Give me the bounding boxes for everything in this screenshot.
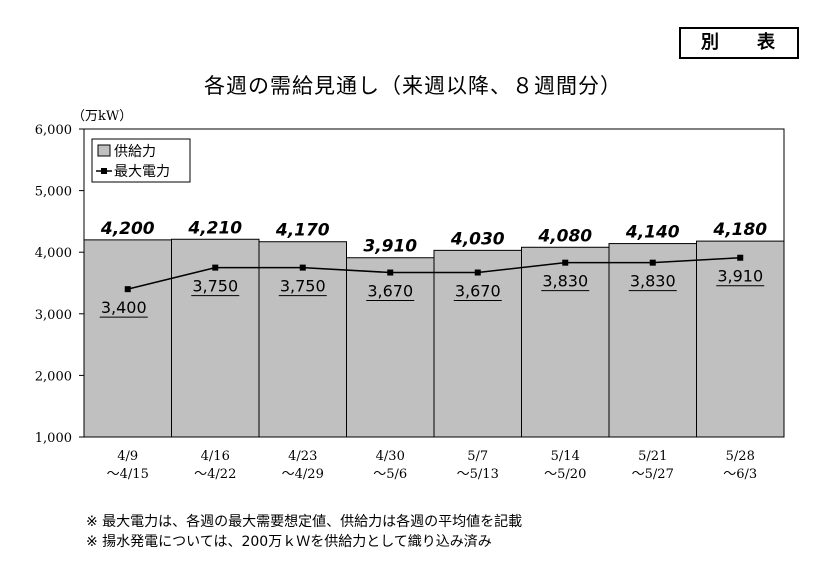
max-demand-value-label: 3,400 [101, 298, 147, 317]
max-demand-value-label: 3,750 [280, 277, 326, 296]
x-tick-label: ～5/13 [457, 467, 499, 482]
legend-marker-max-demand [101, 168, 107, 174]
y-tick-label: 2,000 [35, 369, 72, 384]
x-tick-label: ～5/6 [373, 467, 407, 482]
y-tick-label: 5,000 [35, 185, 72, 200]
supply-value-label: 4,210 [187, 218, 242, 238]
y-tick-label: 1,000 [35, 431, 72, 446]
max-demand-point [212, 264, 219, 271]
supply-value-label: 4,170 [275, 221, 330, 241]
max-demand-point [474, 269, 481, 276]
x-tick-label: 5/7 [467, 449, 488, 464]
x-tick-label: 5/21 [638, 449, 667, 464]
legend-swatch-supply [97, 144, 111, 157]
x-tick-label: ～5/20 [544, 467, 586, 482]
max-demand-value-label: 3,830 [630, 272, 676, 291]
max-demand-value-label: 3,670 [455, 282, 501, 301]
x-tick-label: ～6/3 [723, 467, 757, 482]
supply-bar [83, 239, 172, 438]
chart-title: 各週の需給見通し（来週以降、８週間分） [204, 74, 622, 98]
max-demand-value-label: 3,670 [367, 282, 413, 301]
max-demand-point [124, 286, 131, 293]
supply-value-label: 3,910 [363, 237, 417, 257]
y-tick-label: 6,000 [35, 123, 72, 138]
x-tick-label: ～4/22 [194, 467, 236, 482]
x-tick-label: 4/23 [288, 449, 317, 464]
y-tick-label: 4,000 [35, 246, 72, 261]
max-demand-point [562, 259, 569, 266]
supply-bar [346, 257, 435, 438]
x-tick-label: 4/16 [201, 449, 230, 464]
max-demand-point [299, 264, 306, 271]
supply-bar [521, 246, 610, 438]
x-tick-label: ～4/29 [282, 467, 324, 482]
note-pumped-storage: ※ 揚水発電については、200万ｋＷを供給力として織り込み済み [86, 534, 492, 550]
x-tick-label: 4/30 [376, 449, 405, 464]
x-tick-label: ～4/15 [107, 467, 149, 482]
max-demand-point [649, 259, 656, 266]
x-tick-label: ～5/27 [632, 467, 674, 482]
supply-value-label: 4,200 [100, 219, 155, 239]
supply-value-label: 4,080 [537, 226, 592, 246]
x-tick-label: 5/28 [726, 449, 755, 464]
supply-bar [696, 240, 785, 438]
max-demand-value-label: 3,750 [192, 277, 238, 296]
supply-bar [433, 249, 522, 438]
max-demand-point [737, 254, 744, 261]
supply-bar [258, 241, 347, 438]
supply-value-label: 4,140 [625, 223, 680, 243]
y-unit-label: （万kW） [72, 109, 132, 124]
max-demand-value-label: 3,830 [542, 272, 588, 291]
appendix-badge: 別 表 [679, 27, 799, 59]
note-max-demand: ※ 最大電力は、各週の最大需要想定値、供給力は各週の平均値を記載 [86, 514, 523, 530]
legend-label-supply: 供給力 [114, 144, 156, 160]
x-tick-label: 5/14 [551, 449, 580, 464]
y-tick-label: 3,000 [35, 308, 72, 323]
supply-value-label: 4,030 [450, 229, 505, 249]
max-demand-line [127, 256, 741, 290]
max-demand-point [387, 269, 394, 276]
supply-value-label: 4,180 [712, 220, 767, 240]
supply-bar [608, 243, 697, 438]
legend-label-max-demand: 最大電力 [114, 164, 170, 180]
max-demand-value-label: 3,910 [717, 267, 763, 286]
x-tick-label: 4/9 [117, 449, 138, 464]
